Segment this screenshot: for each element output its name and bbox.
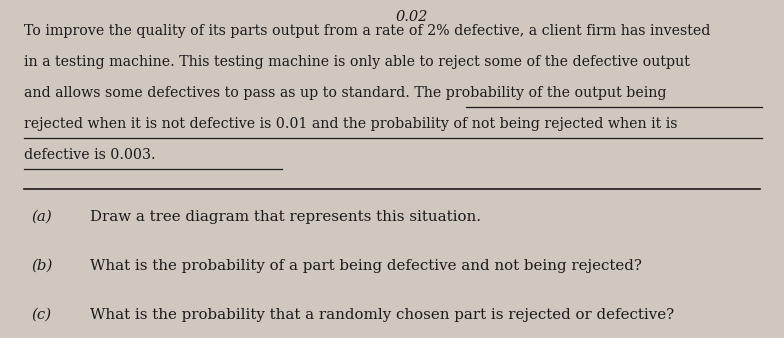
Text: (b): (b)	[31, 259, 53, 272]
Text: and allows some defectives to pass as up to standard. The probability of the out: and allows some defectives to pass as up…	[24, 86, 666, 100]
Text: in a testing machine. This testing machine is only able to reject some of the de: in a testing machine. This testing machi…	[24, 55, 689, 69]
Text: What is the probability that a randomly chosen part is rejected or defective?: What is the probability that a randomly …	[90, 308, 674, 321]
Text: defective is 0.003.: defective is 0.003.	[24, 148, 155, 162]
Text: rejected when it is not defective is 0.01 and the probability of not being rejec: rejected when it is not defective is 0.0…	[24, 117, 677, 131]
Text: What is the probability of a part being defective and not being rejected?: What is the probability of a part being …	[90, 259, 642, 272]
Text: (a): (a)	[31, 210, 52, 223]
Text: Draw a tree diagram that represents this situation.: Draw a tree diagram that represents this…	[90, 210, 481, 223]
Text: To improve the quality of its parts output from a rate of 2% defective, a client: To improve the quality of its parts outp…	[24, 24, 710, 38]
Text: (c): (c)	[31, 308, 52, 321]
Text: 0.02: 0.02	[395, 10, 428, 24]
